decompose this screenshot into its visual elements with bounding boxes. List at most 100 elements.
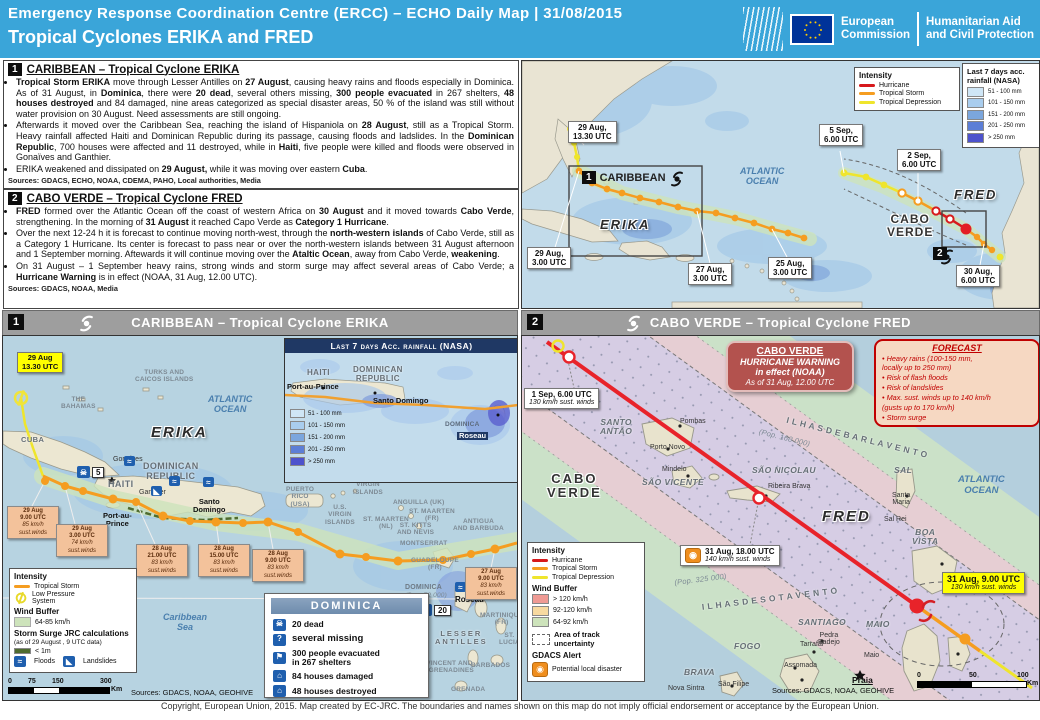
legend-label: Tropical Depression (879, 98, 941, 106)
evacuation-icon: ⚑ (273, 651, 286, 664)
geo-label: ST. MAARTEN (NL) (363, 516, 409, 531)
wind: 83 km/h sust.winds (209, 560, 238, 574)
landslide-icon: ◣ (151, 486, 162, 496)
impact-item: 300 people evacuated in 267 shelters (292, 647, 380, 667)
brief-bullet: ERIKA weakened and dissipated on 29 Augu… (16, 164, 514, 175)
city-label: Port-au- Prince (103, 511, 132, 528)
geo-label: DOMINICAN REPUBLIC (143, 461, 199, 481)
geo-label: ST. LUCIA (499, 632, 518, 647)
geo-label: HAITI (108, 479, 134, 489)
panel2-header: 2 CABO VERDE – Tropical Cyclone FRED (521, 310, 1040, 336)
geo-label: SAL (894, 465, 913, 475)
time: 9.00 UTC (478, 576, 504, 583)
geo-label: Nova Sintra (668, 685, 705, 692)
extent-number-chip: 2 (933, 247, 947, 260)
forecast-item: • Risk of landslides (882, 383, 944, 393)
scale-tick: 0 (917, 672, 921, 679)
geo-label: U.S. VIRGIN ISLANDS (325, 504, 355, 526)
geo-label: Ribeira Brava (768, 483, 811, 490)
forecast-item: • Risk of flash floods (882, 373, 948, 383)
legend-label: Tropical Storm (34, 582, 80, 590)
extent-name: CARIBBEAN (599, 171, 666, 184)
legend-label: > 250 mm (308, 458, 335, 465)
time: 1 Sep, 6.00 UTC (531, 390, 592, 399)
wind: 130 km/h sust. winds (950, 584, 1017, 592)
logo-rays-graphic (742, 7, 783, 51)
track-point-label: 28 Aug 15.00 UTC 83 km/h sust.winds (198, 544, 250, 577)
legend-label: 101 - 150 mm (308, 422, 346, 429)
house-destroyed-icon: ⌂ (273, 685, 286, 698)
geo-label: Sal Rei (884, 516, 907, 523)
sea-label: ATLANTIC OCEAN (958, 474, 1005, 496)
time: 9.00 UTC (265, 558, 291, 565)
rainfall-inset-map: Last 7 days Acc. rainfall (NASA) H (284, 338, 517, 483)
date: 27 Aug (481, 569, 501, 575)
geo-label: GUADELOUPE (FR) (411, 557, 459, 572)
scale-tick: 150 (52, 678, 64, 685)
copyright-footer: Copyright, European Union, 2015. Map cre… (160, 701, 880, 711)
flood-icon: ≈ (455, 582, 466, 592)
rain-swatch (967, 132, 984, 143)
city-label: Santo Domingo (193, 497, 226, 514)
hurricane-warning-box: CABO VERDE HURRICANE WARNING in effect (… (726, 341, 854, 392)
storm-name-label: FRED (954, 187, 998, 202)
rain-swatch (290, 457, 305, 466)
scale-tick: 300 (100, 678, 112, 685)
map-sources: Sources: GDACS, NOAA, GEOHIVE (131, 688, 254, 697)
time-label: 29 Aug, 13.30 UTC (568, 121, 617, 144)
rain-swatch (967, 109, 984, 120)
map-sources: Sources: GDACS, NOAA, GEOHIVE (772, 686, 895, 695)
storm-line-swatch (859, 92, 875, 95)
gdacs-alert-icon: ◉ (532, 661, 548, 677)
time-label: 2 Sep, 6.00 UTC (897, 149, 942, 172)
legend-title: Last 7 days acc. rainfall (NASA) (967, 67, 1025, 85)
scale-bar-graphic (8, 687, 110, 694)
legend-title: Intensity (14, 572, 47, 581)
wind: 83 km/h sust.winds (147, 560, 176, 574)
landslide-icon: ◣ (63, 656, 76, 667)
storm-name-label: ERIKA (600, 217, 651, 232)
wind: 83 km/h sust.winds (476, 583, 505, 597)
legend-label: 201 - 250 mm (988, 123, 1026, 129)
impact-item: several missing (292, 633, 364, 645)
panel-number-chip: 1 (8, 314, 24, 330)
legend-label: Potential local disaster (552, 665, 623, 673)
sea-label: ATLANTIC OCEAN (208, 394, 253, 414)
time: 3.00 UTC (69, 533, 95, 540)
inset-title: Last 7 days Acc. rainfall (NASA) (285, 339, 517, 353)
geo-label: MAIO (866, 619, 890, 629)
wind-swatch (532, 617, 549, 627)
legend-label: 151 - 200 mm (988, 111, 1026, 118)
legend-label: Area of track uncertainty (554, 630, 600, 648)
dominica-impact-box: DOMINICA ☠ 20 dead ? several missing ⚑ 300 … (264, 593, 429, 698)
geo-label: TURKS AND CAICOS ISLANDS (135, 369, 194, 384)
time-label: 29 Aug, 3.00 UTC (527, 247, 572, 270)
geo-label: SÃO VICENTE (642, 477, 705, 487)
eu-commission-logo: European Commission Humanitarian Aid and… (742, 4, 1034, 54)
geo-label: DOMINICA (445, 421, 480, 428)
legend-title: GDACS Alert (532, 651, 582, 660)
fred-detail-map: I L H A S D E B A R L A V E N T O (Pop. … (521, 335, 1040, 701)
legend-title: Wind Buffer (532, 583, 578, 593)
time-label: 5 Sep, 6.00 UTC (819, 124, 864, 147)
logo-dept-text: Humanitarian Aid and Civil Protection (926, 15, 1034, 41)
legend-title: Intensity (859, 71, 892, 80)
geo-label: São Filipe (718, 681, 750, 688)
panel1-header: 1 CARIBBEAN – Tropical Cyclone ERIKA (2, 310, 518, 336)
geo-label: Tarrafal (800, 641, 824, 648)
geo-label: CABO VERDE (547, 471, 602, 501)
eu-stars-icon (812, 29, 814, 31)
legend-title: Storm Surge JRC calculations (14, 629, 129, 638)
rain-swatch (967, 86, 984, 97)
city-label: Roseau (457, 431, 489, 440)
depression-line-swatch (532, 575, 548, 579)
brief-title: CARIBBEAN – Tropical Cyclone ERIKA (26, 63, 240, 76)
geo-label: FOGO (734, 641, 761, 651)
geo-label: SÃO NICOLAU (752, 465, 816, 475)
time: 31 Aug, 9.00 UTC (947, 574, 1021, 584)
forecast-title: FORECAST (932, 343, 982, 353)
geo-label: ST. KITTS AND NEVIS (397, 522, 435, 537)
skull-icon: ☠ (273, 618, 286, 631)
storm-name-label: ERIKA (151, 424, 208, 441)
erika-detail-map: CUBA THE BAHAMAS TURKS AND CAICOS ISLAND… (2, 335, 518, 701)
